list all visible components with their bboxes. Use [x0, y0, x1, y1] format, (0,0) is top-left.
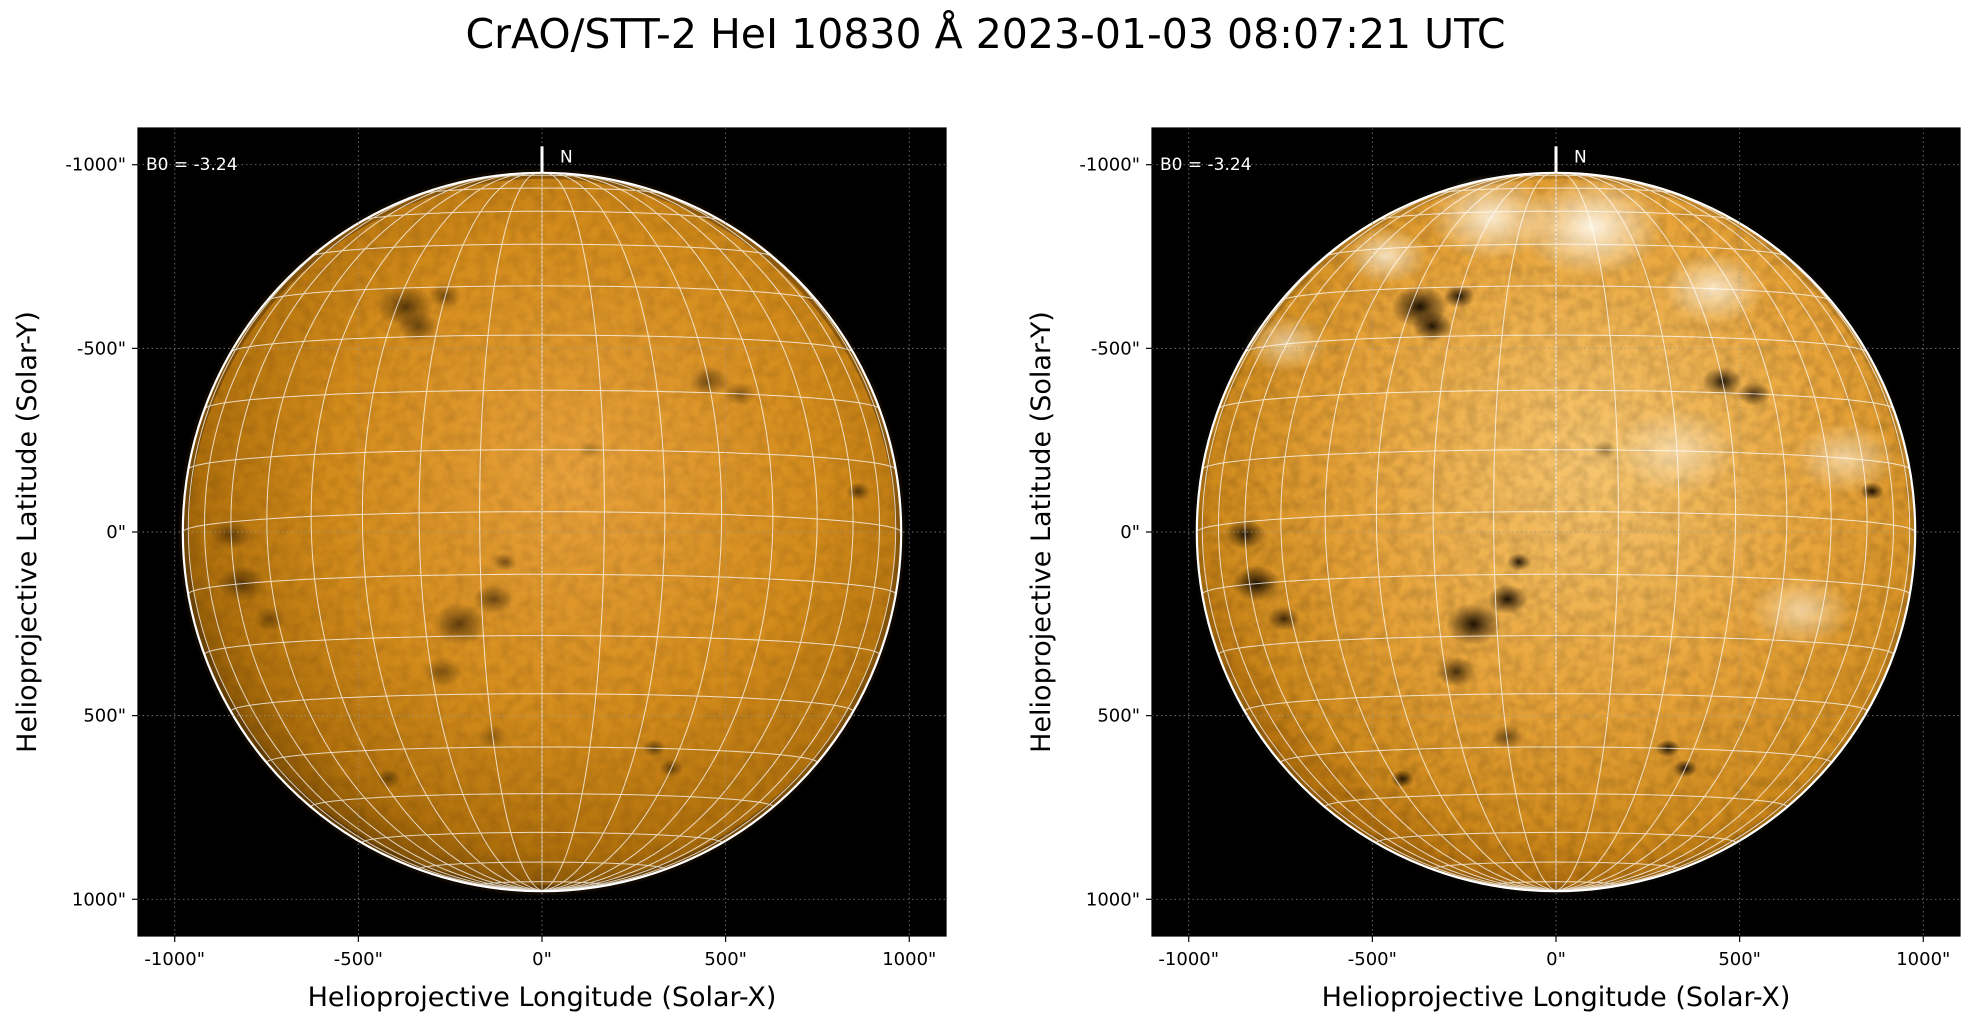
dark-feature: [1859, 482, 1884, 501]
y-tick-label: -500": [1091, 338, 1140, 359]
plot-area: [1152, 128, 1960, 936]
y-tick-label: -1000": [1079, 155, 1140, 176]
x-tick-label: 1000": [1896, 949, 1950, 970]
longitude-line: [310, 173, 543, 892]
dark-feature: [253, 606, 286, 631]
longitude-line: [187, 193, 543, 892]
longitude-line: [479, 172, 543, 892]
y-tick-label: 0": [1120, 522, 1140, 543]
longitude-line: [541, 172, 723, 892]
dark-feature: [473, 584, 514, 615]
longitude-line: [1217, 177, 1557, 892]
solar-limb: [181, 171, 903, 893]
x-tick-label: 500": [704, 949, 747, 970]
longitude-line: [1493, 172, 1557, 892]
x-tick-label: -500": [334, 949, 383, 970]
y-tick-label: 0": [106, 522, 126, 543]
longitude-line: [1555, 177, 1895, 892]
y-axis-label: Helioprojective Latitude (Solar-Y): [1026, 311, 1057, 753]
y-tick-label: -500": [77, 338, 126, 359]
dark-feature: [1267, 606, 1300, 631]
longitude-line: [1280, 173, 1557, 892]
y-axis-label: Helioprojective Latitude (Solar-Y): [12, 311, 43, 753]
longitude-line: [418, 172, 543, 892]
page-title: CrAO/STT-2 HeI 10830 Å 2023-01-03 08:07:…: [465, 10, 1506, 58]
longitude-line: [266, 173, 543, 892]
longitude-line: [541, 172, 605, 892]
heliographic-grid: [1196, 172, 1916, 892]
longitude-line: [1244, 175, 1557, 892]
dark-feature: [1445, 603, 1502, 646]
x-tick-label: 500": [1718, 949, 1761, 970]
longitude-line: [1555, 172, 1680, 892]
longitude-line: [541, 193, 897, 892]
y-tick-label: 500": [83, 706, 126, 727]
longitude-line: [1555, 175, 1868, 892]
dark-feature: [1436, 656, 1477, 687]
dark-feature: [1390, 769, 1415, 788]
x-tick-label: 0": [532, 949, 552, 970]
dark-feature: [431, 603, 488, 646]
y-tick-label: 500": [1097, 706, 1140, 727]
longitude-line: [1201, 193, 1557, 892]
longitude-line: [1555, 173, 1832, 892]
solar-panel-normal: N B0 = -3.24 -1000" -1000" -500" -500" 0" 0" 500…: [12, 127, 947, 1013]
plot-area: [138, 128, 946, 936]
x-tick-label: -500": [1348, 949, 1397, 970]
longitude-line: [1432, 172, 1557, 892]
solar-panel-enhanced: N B0 = -3.24 -1000" -1000" -500" -500" 0" 0" 500…: [1026, 127, 1961, 1013]
longitude-line: [203, 177, 543, 892]
longitude-line: [541, 172, 666, 892]
longitude-line: [1555, 172, 1619, 892]
longitude-line: [230, 175, 543, 892]
dark-feature: [398, 311, 439, 342]
b0-annotation: B0 = -3.24: [146, 155, 238, 175]
dark-feature: [492, 552, 517, 571]
x-tick-label: -1000": [1158, 949, 1219, 970]
heliographic-grid: [182, 172, 902, 892]
longitude-line: [1324, 173, 1557, 892]
x-tick-label: 0": [1546, 949, 1566, 970]
bright-region: [1749, 574, 1854, 647]
y-tick-label: 1000": [1086, 889, 1140, 910]
longitude-line: [541, 175, 854, 892]
north-label: N: [1574, 147, 1587, 167]
longitude-line: [541, 173, 774, 892]
x-tick-label: -1000": [144, 949, 205, 970]
bright-region: [1344, 227, 1428, 285]
north-label: N: [560, 147, 573, 167]
dark-feature: [845, 482, 870, 501]
dark-feature: [1506, 552, 1531, 571]
longitude-line: [361, 172, 543, 892]
y-tick-label: 1000": [72, 889, 126, 910]
longitude-line: [1555, 193, 1911, 892]
longitude-line: [541, 173, 818, 892]
longitude-line: [541, 177, 881, 892]
longitude-line: [1555, 173, 1788, 892]
x-axis-label: Helioprojective Longitude (Solar-X): [308, 982, 777, 1013]
dark-feature: [1412, 311, 1453, 342]
b0-annotation: B0 = -3.24: [1160, 155, 1252, 175]
solar-limb: [1195, 171, 1917, 893]
y-tick-label: -1000": [65, 155, 126, 176]
x-axis-label: Helioprojective Longitude (Solar-X): [1322, 982, 1791, 1013]
dark-feature: [376, 769, 401, 788]
x-tick-label: 1000": [882, 949, 936, 970]
dark-feature: [1487, 584, 1528, 615]
longitude-line: [1555, 172, 1737, 892]
dark-feature: [422, 656, 463, 687]
longitude-line: [1375, 172, 1557, 892]
